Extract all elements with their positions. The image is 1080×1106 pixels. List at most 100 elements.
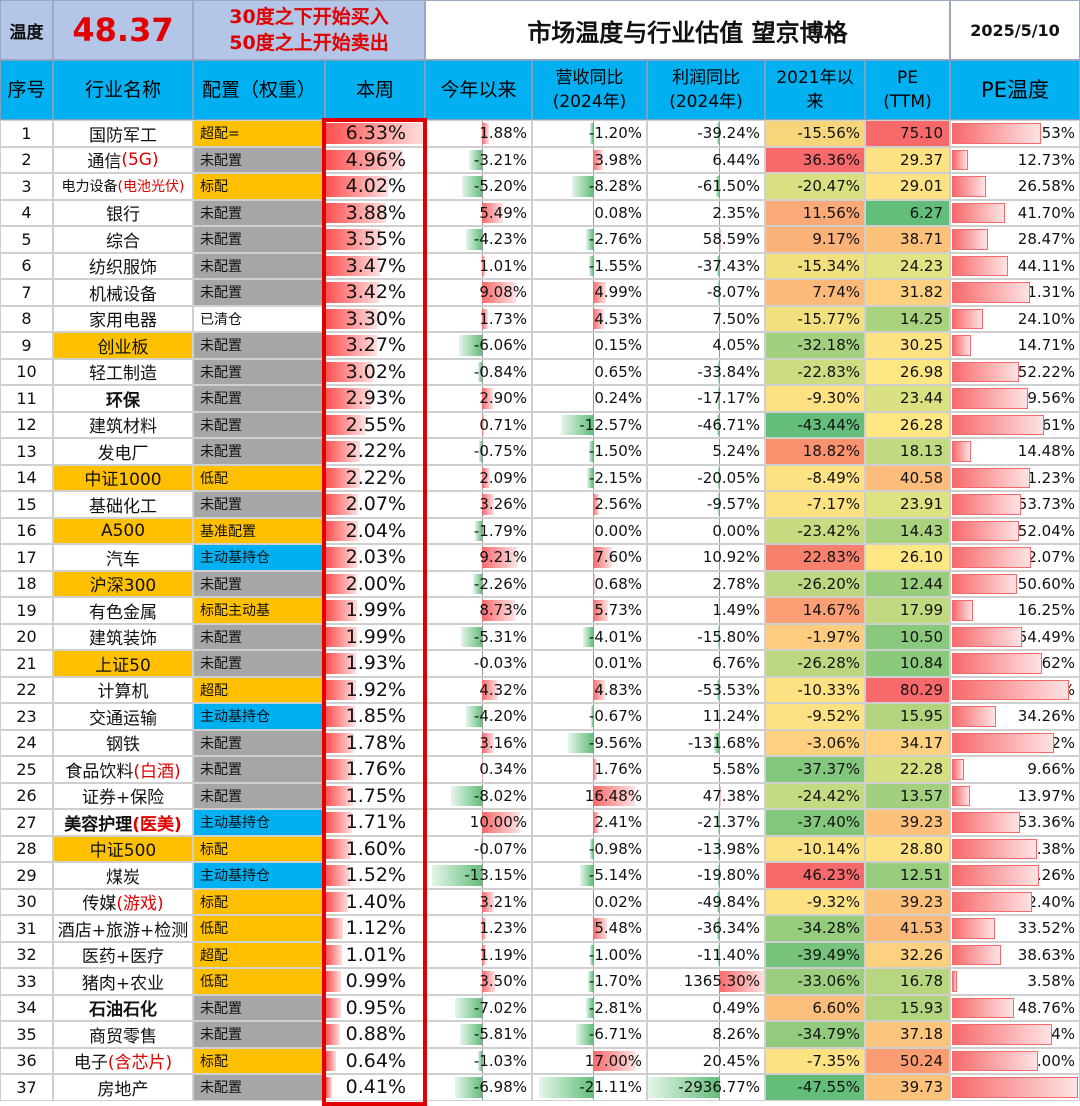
industry-name[interactable]: 发电厂 bbox=[53, 438, 193, 465]
industry-name[interactable]: 商贸零售 bbox=[53, 1021, 193, 1048]
config-weight[interactable]: 未配置 bbox=[193, 756, 325, 783]
industry-name[interactable]: 银行 bbox=[53, 199, 193, 226]
industry-name[interactable]: 环保 bbox=[53, 385, 193, 412]
industry-name[interactable]: 酒店+旅游+检测 bbox=[53, 915, 193, 942]
config-weight[interactable]: 主动基持仓 bbox=[193, 809, 325, 836]
config-weight[interactable]: 未配置 bbox=[193, 650, 325, 677]
zero-axis bbox=[718, 598, 720, 623]
col-header-index[interactable]: 序号 bbox=[0, 60, 53, 120]
config-weight[interactable]: 未配置 bbox=[193, 358, 325, 385]
industry-name[interactable]: 纺织服饰 bbox=[53, 252, 193, 279]
config-weight[interactable]: 未配置 bbox=[193, 332, 325, 359]
industry-name[interactable]: 综合 bbox=[53, 226, 193, 253]
industry-name[interactable]: 计算机 bbox=[53, 676, 193, 703]
config-weight[interactable]: 标配 bbox=[193, 835, 325, 862]
config-weight[interactable]: 未配置 bbox=[193, 570, 325, 597]
industry-name[interactable]: 机械设备 bbox=[53, 279, 193, 306]
profit-yoy-cell: -2936.77% bbox=[647, 1074, 765, 1101]
config-weight[interactable]: 超配= bbox=[193, 120, 325, 147]
config-weight[interactable]: 未配置 bbox=[193, 199, 325, 226]
industry-name[interactable]: 上证50 bbox=[53, 650, 193, 677]
industry-name[interactable]: 通信 (5G) bbox=[53, 146, 193, 173]
config-weight[interactable]: 未配置 bbox=[193, 623, 325, 650]
config-weight[interactable]: 已清仓 bbox=[193, 305, 325, 332]
industry-name[interactable]: 沪深300 bbox=[53, 570, 193, 597]
config-weight[interactable]: 未配置 bbox=[193, 729, 325, 756]
industry-name[interactable]: 电力设备 (电池光伏) bbox=[53, 173, 193, 200]
config-weight[interactable]: 未配置 bbox=[193, 279, 325, 306]
industry-name[interactable]: 证券+保险 bbox=[53, 782, 193, 809]
industry-name[interactable]: 中证1000 bbox=[53, 464, 193, 491]
industry-name[interactable]: 基础化工 bbox=[53, 491, 193, 518]
industry-name[interactable]: 建筑装饰 bbox=[53, 623, 193, 650]
config-weight[interactable]: 低配 bbox=[193, 915, 325, 942]
industry-name[interactable]: 钢铁 bbox=[53, 729, 193, 756]
industry-name[interactable]: 医药+医疗 bbox=[53, 941, 193, 968]
config-weight[interactable]: 未配置 bbox=[193, 994, 325, 1021]
industry-name[interactable]: 猪肉+农业 bbox=[53, 968, 193, 995]
col-header-revenue[interactable]: 营收同比 (2024年) bbox=[532, 60, 647, 120]
config-weight[interactable]: 标配 bbox=[193, 888, 325, 915]
industry-name[interactable]: 交通运输 bbox=[53, 703, 193, 730]
industry-name[interactable]: 煤炭 bbox=[53, 862, 193, 889]
config-weight[interactable]: 超配 bbox=[193, 676, 325, 703]
profit-yoy-cell-value: -9.57% bbox=[706, 495, 760, 514]
col-header-since-2021[interactable]: 2021年以 来 bbox=[765, 60, 865, 120]
table-row: 8 家用电器 已清仓 3.30% 1.73% 4.53% 7.50% -15.77% 14.25… bbox=[0, 305, 1080, 332]
col-header-profit[interactable]: 利润同比 (2024年) bbox=[647, 60, 765, 120]
industry-name[interactable]: 国防军工 bbox=[53, 120, 193, 147]
industry-name[interactable]: 美容护理 (医美) bbox=[53, 809, 193, 836]
revenue-yoy-cell-bar bbox=[538, 1077, 593, 1098]
industry-name[interactable]: 创业板 bbox=[53, 332, 193, 359]
industry-name[interactable]: 电子 (含芯片) bbox=[53, 1047, 193, 1074]
config-weight[interactable]: 未配置 bbox=[193, 1021, 325, 1048]
col-header-pe-temperature[interactable]: PE温度 bbox=[950, 60, 1080, 120]
industry-name[interactable]: A500 bbox=[53, 517, 193, 544]
profit-yoy-cell-value: 1.49% bbox=[712, 601, 760, 620]
config-weight[interactable]: 未配置 bbox=[193, 782, 325, 809]
col-header-config[interactable]: 配置（权重） bbox=[193, 60, 325, 120]
config-weight[interactable]: 未配置 bbox=[193, 411, 325, 438]
config-weight[interactable]: 未配置 bbox=[193, 438, 325, 465]
pe-ttm: 17.99 bbox=[865, 597, 950, 624]
config-weight[interactable]: 未配置 bbox=[193, 385, 325, 412]
industry-name[interactable]: 传媒 (游戏) bbox=[53, 888, 193, 915]
config-weight[interactable]: 基准配置 bbox=[193, 517, 325, 544]
config-weight[interactable]: 标配主动基 bbox=[193, 597, 325, 624]
pe-temperature: 52.04% bbox=[950, 517, 1080, 544]
col-header-industry[interactable]: 行业名称 bbox=[53, 60, 193, 120]
config-weight[interactable]: 未配置 bbox=[193, 146, 325, 173]
industry-name[interactable]: 中证500 bbox=[53, 835, 193, 862]
zero-axis bbox=[592, 174, 594, 199]
config-weight[interactable]: 未配置 bbox=[193, 252, 325, 279]
profit-yoy-cell: -17.17% bbox=[647, 385, 765, 412]
config-weight[interactable]: 未配置 bbox=[193, 1074, 325, 1101]
config-weight[interactable]: 低配 bbox=[193, 464, 325, 491]
profit-yoy-cell-bar bbox=[718, 467, 719, 488]
config-weight[interactable]: 未配置 bbox=[193, 491, 325, 518]
week-change: 1.52% bbox=[325, 862, 425, 889]
industry-name[interactable]: 有色金属 bbox=[53, 597, 193, 624]
industry-name[interactable]: 汽车 bbox=[53, 544, 193, 571]
col-header-week[interactable]: 本周 bbox=[325, 60, 425, 120]
config-weight[interactable]: 主动基持仓 bbox=[193, 544, 325, 571]
config-weight[interactable]: 主动基持仓 bbox=[193, 703, 325, 730]
col-header-ytd[interactable]: 今年以来 bbox=[425, 60, 532, 120]
config-weight[interactable]: 未配置 bbox=[193, 226, 325, 253]
col-header-pe[interactable]: PE (TTM) bbox=[865, 60, 950, 120]
industry-name[interactable]: 轻工制造 bbox=[53, 358, 193, 385]
industry-name[interactable]: 食品饮料 (白酒) bbox=[53, 756, 193, 783]
ytd-cell: 2.90% bbox=[425, 385, 532, 412]
table-row: 9 创业板 未配置 3.27% -6.06% 0.15% 4.05% -32.18% 30.25… bbox=[0, 332, 1080, 359]
industry-name[interactable]: 建筑材料 bbox=[53, 411, 193, 438]
revenue-yoy-cell-value: 2.41% bbox=[594, 813, 642, 832]
config-weight[interactable]: 标配 bbox=[193, 173, 325, 200]
config-weight[interactable]: 超配 bbox=[193, 941, 325, 968]
industry-name[interactable]: 家用电器 bbox=[53, 305, 193, 332]
config-weight[interactable]: 低配 bbox=[193, 968, 325, 995]
config-weight[interactable]: 标配 bbox=[193, 1047, 325, 1074]
config-weight[interactable]: 主动基持仓 bbox=[193, 862, 325, 889]
industry-name[interactable]: 石油石化 bbox=[53, 994, 193, 1021]
industry-name[interactable]: 房地产 bbox=[53, 1074, 193, 1101]
profit-yoy-cell-value: 5.58% bbox=[712, 760, 760, 779]
